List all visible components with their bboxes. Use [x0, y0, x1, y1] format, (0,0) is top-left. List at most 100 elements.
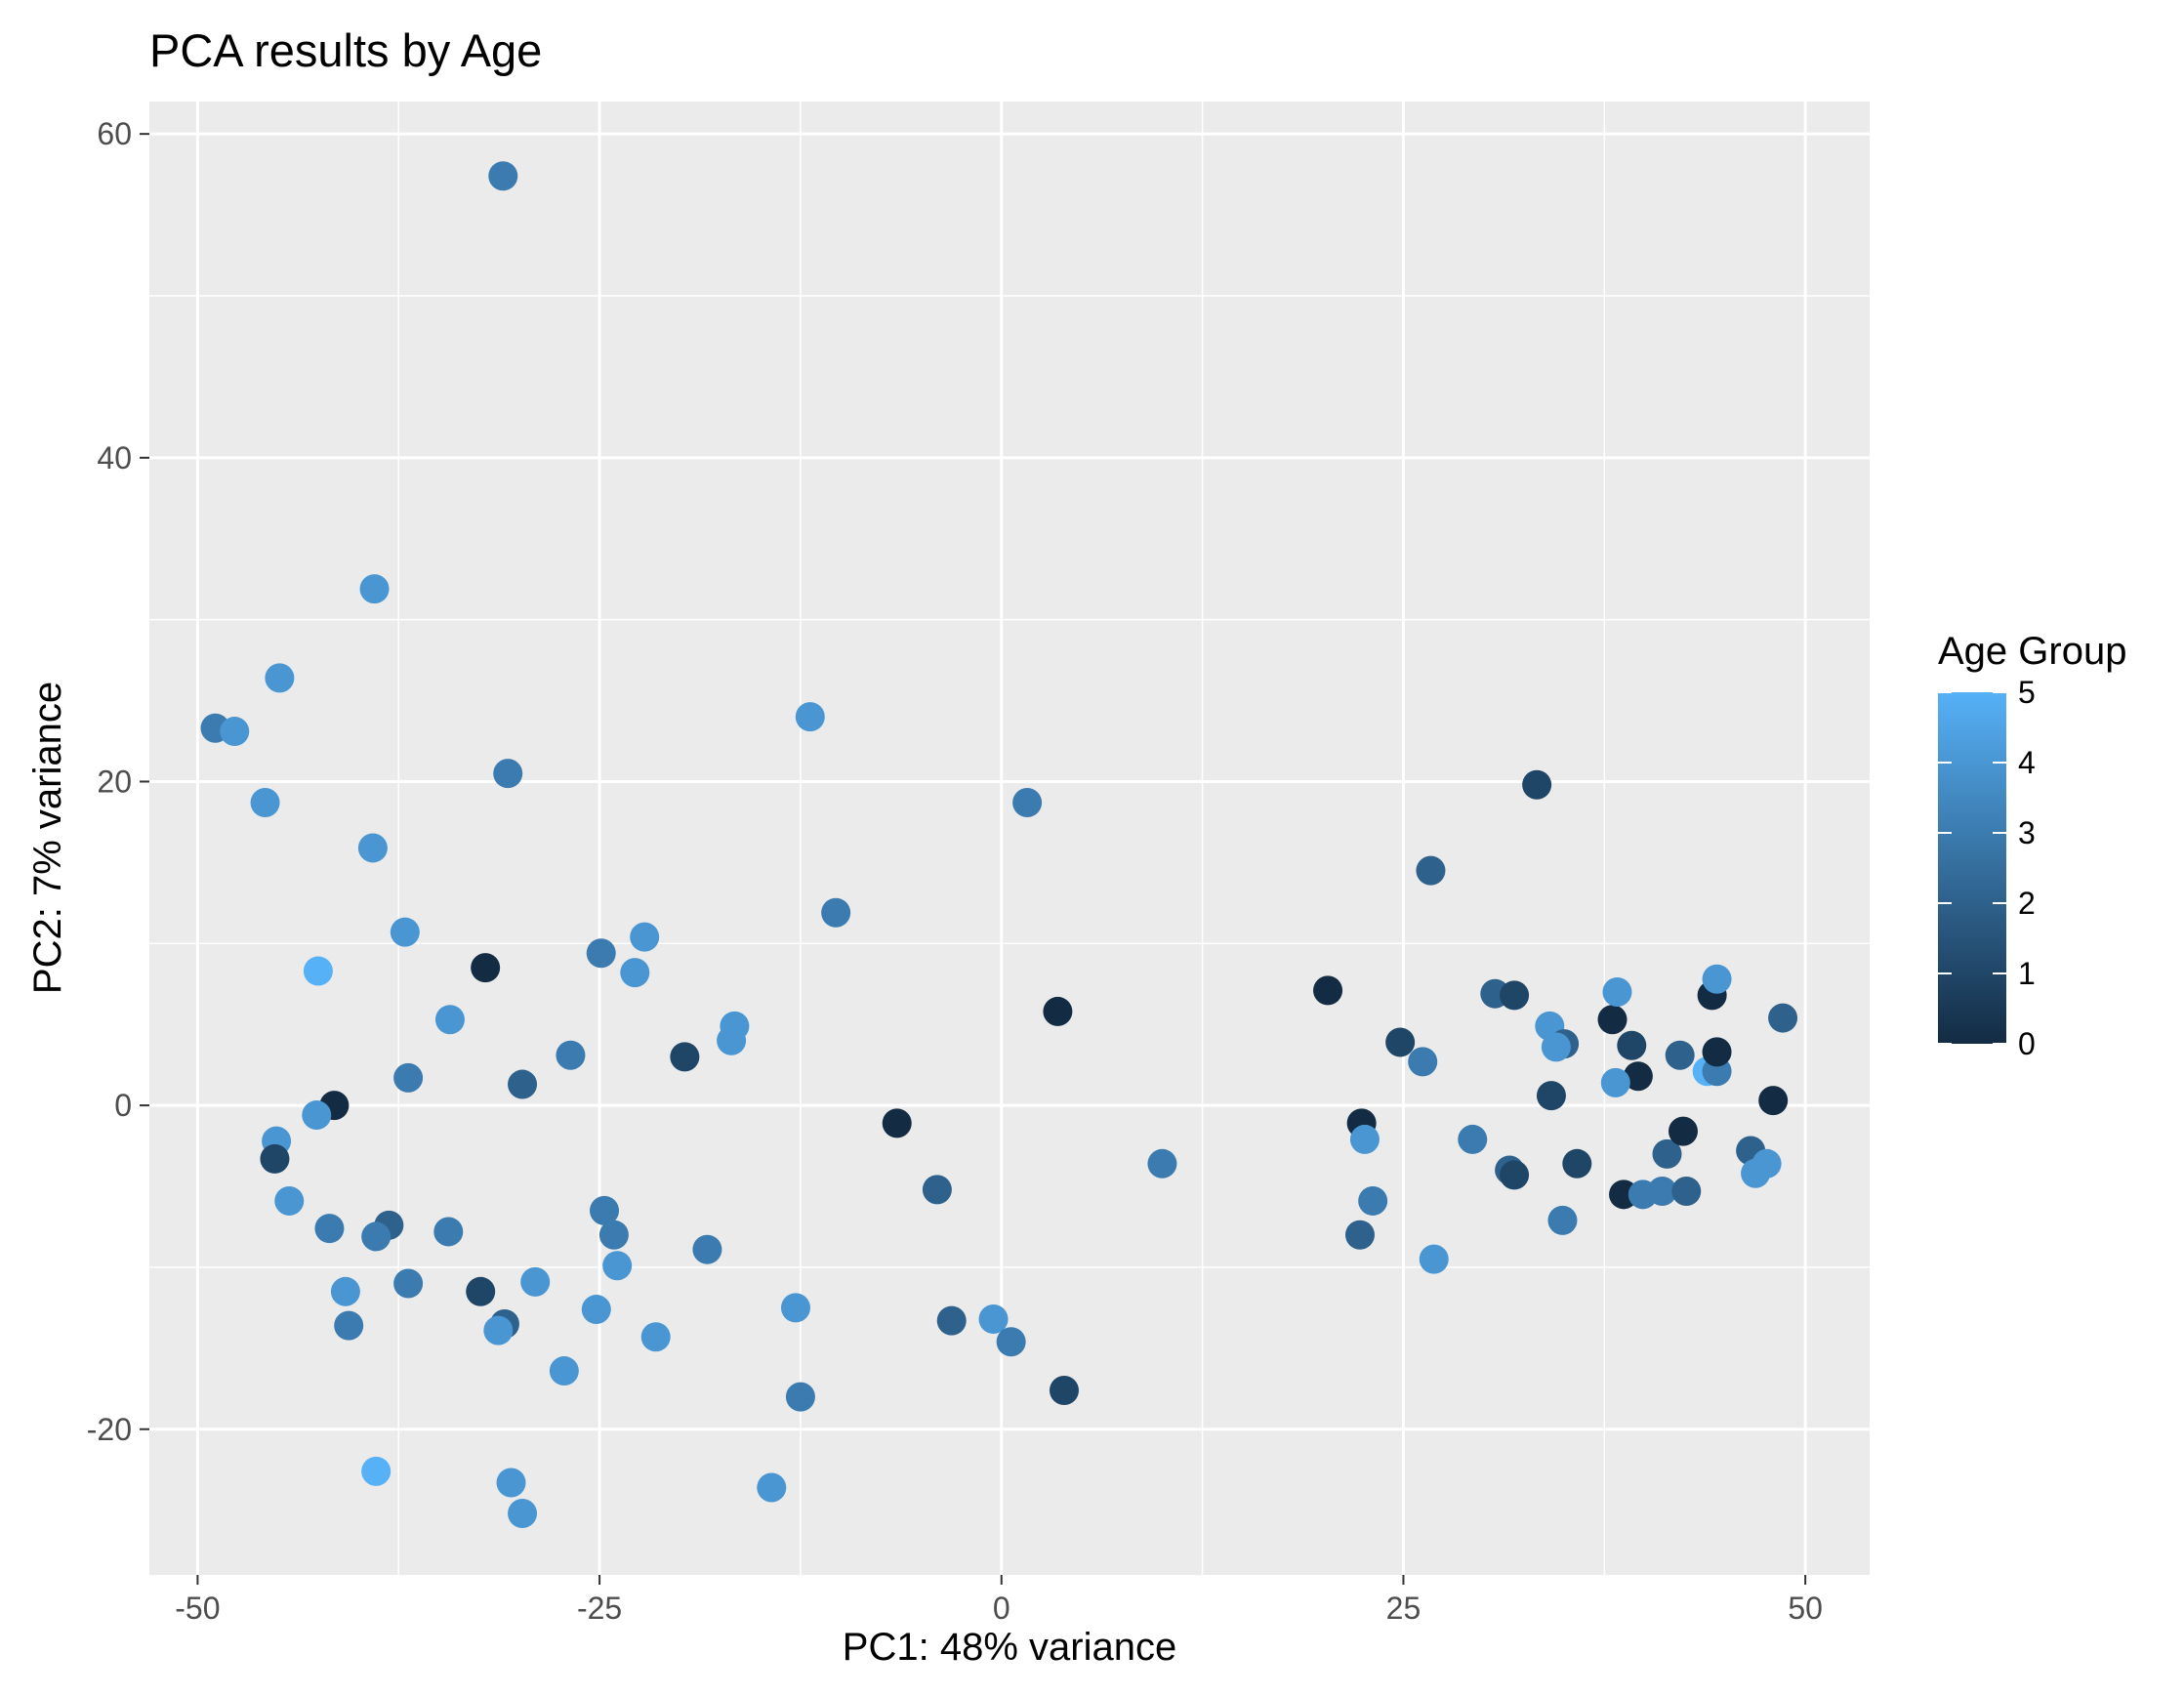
legend-ticks: 0 1 2 3 4 5 [1938, 675, 2036, 1061]
data-point [590, 1195, 620, 1225]
data-point [496, 1468, 526, 1498]
data-point [330, 1276, 360, 1306]
data-point [508, 1498, 538, 1528]
chart-title: PCA results by Age [149, 24, 542, 76]
data-point [1547, 1205, 1578, 1235]
data-point [630, 922, 660, 952]
legend-label: 1 [2018, 956, 2036, 991]
data-points [200, 161, 1798, 1528]
legend-label: 4 [2018, 745, 2036, 780]
data-point [670, 1042, 700, 1072]
data-point [1458, 1124, 1488, 1154]
data-point [936, 1305, 967, 1336]
data-point [359, 574, 390, 604]
data-point [1751, 1148, 1782, 1179]
data-point [1562, 1148, 1592, 1179]
data-point [488, 161, 518, 191]
data-point [1602, 977, 1632, 1008]
data-point [393, 1268, 424, 1299]
data-point [996, 1327, 1026, 1357]
data-point [1043, 996, 1073, 1026]
data-point [882, 1108, 912, 1138]
y-axis: -20 0 20 40 60 [87, 116, 149, 1447]
data-point [1541, 1032, 1571, 1062]
data-point [302, 1100, 332, 1131]
data-point [1349, 1124, 1380, 1154]
data-point [1385, 1027, 1416, 1057]
data-point [978, 1303, 1009, 1334]
y-tick-label: 20 [97, 764, 132, 799]
data-point [1652, 1138, 1682, 1169]
legend-title: Age Group [1938, 630, 2126, 673]
data-point [1623, 1061, 1653, 1092]
data-point [586, 938, 616, 969]
y-tick-label: 40 [97, 440, 132, 476]
data-point [602, 1251, 633, 1281]
x-tick-label: 25 [1386, 1591, 1422, 1626]
data-point [780, 1293, 810, 1323]
data-point [1500, 1160, 1530, 1190]
data-point [717, 1025, 747, 1055]
data-point [556, 1040, 586, 1070]
data-point [1147, 1148, 1177, 1179]
data-point [1500, 980, 1530, 1011]
data-point [434, 1005, 465, 1035]
y-tick-label: 0 [114, 1088, 132, 1123]
data-point [757, 1472, 787, 1503]
data-point [508, 1069, 538, 1099]
data-point [1408, 1047, 1438, 1077]
data-point [1419, 1244, 1449, 1274]
data-point [250, 788, 280, 818]
data-point [265, 663, 295, 693]
data-point [1617, 1030, 1647, 1060]
data-point [466, 1276, 496, 1306]
data-point [1668, 1116, 1698, 1146]
data-point [1597, 1005, 1628, 1035]
data-point [1702, 1037, 1732, 1067]
data-point [274, 1185, 305, 1216]
x-tick-label: -25 [577, 1591, 622, 1626]
data-point [433, 1217, 464, 1247]
data-point [795, 702, 825, 732]
data-point [220, 717, 250, 747]
x-tick-label: 0 [993, 1591, 1010, 1626]
data-point [357, 833, 388, 863]
legend-label: 3 [2018, 815, 2036, 850]
data-point [260, 1143, 290, 1174]
legend-label: 5 [2018, 675, 2036, 710]
data-point [361, 1221, 391, 1252]
data-point [1758, 1086, 1789, 1116]
data-point [493, 759, 523, 789]
data-point [1522, 769, 1552, 800]
major-gridlines [149, 102, 1870, 1575]
data-point [303, 956, 333, 986]
y-tick-label: -20 [87, 1412, 132, 1447]
data-point [598, 1220, 629, 1250]
y-axis-title: PC2: 7% variance [26, 682, 69, 994]
data-point [1049, 1375, 1079, 1405]
data-point [922, 1175, 952, 1205]
data-point [1671, 1176, 1702, 1206]
data-point [785, 1382, 815, 1412]
data-point [390, 917, 420, 947]
data-point [361, 1456, 391, 1486]
legend-label: 0 [2018, 1026, 2036, 1061]
data-point [1647, 1176, 1677, 1206]
minor-gridlines [149, 102, 1870, 1575]
legend-label: 2 [2018, 886, 2036, 921]
data-point [692, 1234, 722, 1264]
data-point [1416, 855, 1446, 886]
data-point [640, 1322, 671, 1352]
data-point [483, 1315, 514, 1345]
data-point [620, 958, 650, 988]
x-axis: -50 -25 0 25 50 [175, 1575, 1823, 1626]
x-tick-label: 50 [1788, 1591, 1823, 1626]
data-point [1358, 1185, 1388, 1216]
data-point [314, 1214, 345, 1244]
data-point [334, 1310, 364, 1341]
legend-colorbar [1938, 692, 2006, 1044]
data-point [581, 1295, 611, 1325]
x-tick-label: -50 [175, 1591, 220, 1626]
data-point [1313, 975, 1343, 1006]
